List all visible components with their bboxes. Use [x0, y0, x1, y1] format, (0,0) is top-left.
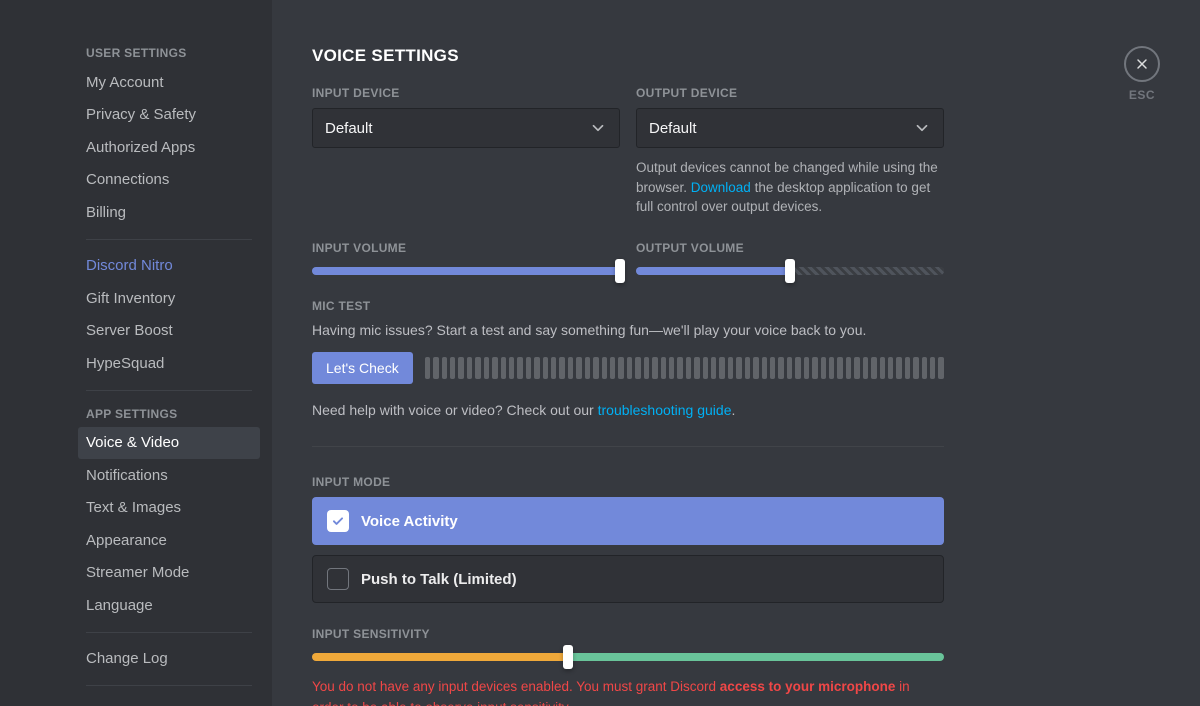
sidebar-item-voice-video[interactable]: Voice & Video	[78, 427, 260, 460]
input-volume-label: Input Volume	[312, 241, 620, 255]
mic-test-description: Having mic issues? Start a test and say …	[312, 321, 944, 341]
checkbox-checked-icon	[327, 510, 349, 532]
sidebar-item-authorized-apps[interactable]: Authorized Apps	[78, 131, 260, 164]
close-icon	[1134, 56, 1150, 72]
input-volume-slider[interactable]	[312, 267, 620, 275]
chevron-down-icon	[589, 119, 607, 137]
input-mode-push-to-talk[interactable]: Push to Talk (Limited)	[312, 555, 944, 603]
sidebar-item-text-images[interactable]: Text & Images	[78, 492, 260, 525]
sidebar-item-appearance[interactable]: Appearance	[78, 524, 260, 557]
troubleshooting-link[interactable]: troubleshooting guide	[598, 402, 732, 418]
sidebar-item-privacy-safety[interactable]: Privacy & Safety	[78, 99, 260, 132]
mic-test-meter	[425, 357, 944, 379]
chevron-down-icon	[913, 119, 931, 137]
sidebar-item-connections[interactable]: Connections	[78, 164, 260, 197]
voice-help-line: Need help with voice or video? Check out…	[312, 402, 944, 418]
settings-content: ESC Voice Settings Input Device Default …	[272, 0, 1200, 706]
checkbox-unchecked-icon	[327, 568, 349, 590]
sidebar-separator	[86, 685, 252, 686]
output-device-label: Output Device	[636, 86, 944, 100]
output-device-select[interactable]: Default	[636, 108, 944, 148]
sidebar-separator	[86, 390, 252, 391]
sidebar-separator	[86, 239, 252, 240]
sidebar-header-app-settings: App Settings	[78, 401, 260, 427]
input-device-value: Default	[325, 120, 373, 137]
output-volume-label: Output Volume	[636, 241, 944, 255]
mic-test-label: Mic Test	[312, 299, 944, 313]
sidebar-item-change-log[interactable]: Change Log	[78, 643, 260, 676]
input-mode-option-label: Voice Activity	[361, 513, 458, 530]
sidebar-separator	[86, 632, 252, 633]
sidebar-item-my-account[interactable]: My Account	[78, 66, 260, 99]
input-mode-label: Input Mode	[312, 475, 944, 489]
sidebar-header-user-settings: User Settings	[78, 40, 260, 66]
page-title: Voice Settings	[312, 46, 944, 66]
sidebar-item-gift-inventory[interactable]: Gift Inventory	[78, 282, 260, 315]
download-link[interactable]: Download	[691, 180, 751, 195]
divider	[312, 446, 944, 447]
close-label: ESC	[1129, 88, 1155, 102]
output-device-value: Default	[649, 120, 697, 137]
input-sensitivity-label: Input Sensitivity	[312, 627, 944, 641]
input-sensitivity-slider[interactable]	[312, 653, 944, 661]
sidebar-item-server-boost[interactable]: Server Boost	[78, 315, 260, 348]
input-mode-option-label: Push to Talk (Limited)	[361, 571, 517, 588]
input-mode-voice-activity[interactable]: Voice Activity	[312, 497, 944, 545]
sidebar-item-streamer-mode[interactable]: Streamer Mode	[78, 557, 260, 590]
sidebar-item-language[interactable]: Language	[78, 589, 260, 622]
sidebar-item-hypesquad[interactable]: HypeSquad	[78, 347, 260, 380]
sidebar-item-billing[interactable]: Billing	[78, 196, 260, 229]
input-device-select[interactable]: Default	[312, 108, 620, 148]
input-device-label: Input Device	[312, 86, 620, 100]
sidebar-item-discord-nitro[interactable]: Discord Nitro	[78, 250, 260, 283]
input-sensitivity-warning: You do not have any input devices enable…	[312, 677, 944, 706]
output-device-note: Output devices cannot be changed while u…	[636, 158, 944, 217]
sidebar-item-log-out[interactable]: Log Out	[78, 696, 260, 706]
mic-test-button[interactable]: Let's Check	[312, 352, 413, 384]
settings-sidebar: User Settings My AccountPrivacy & Safety…	[0, 0, 272, 706]
sidebar-item-notifications[interactable]: Notifications	[78, 459, 260, 492]
output-volume-slider[interactable]	[636, 267, 944, 275]
close-button[interactable]	[1124, 46, 1160, 82]
